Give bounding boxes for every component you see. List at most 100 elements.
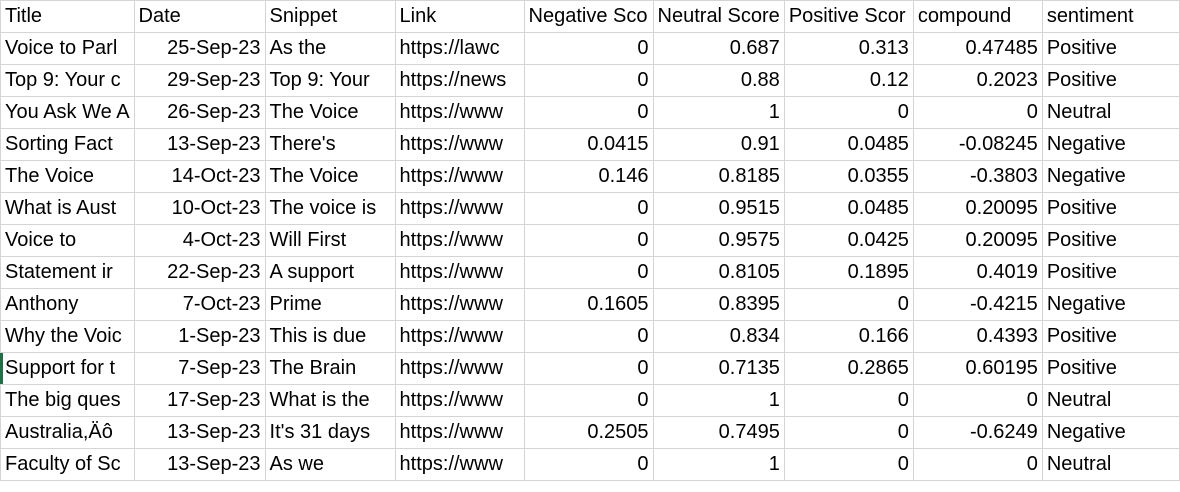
cell-title[interactable]: What is Aust [0, 192, 135, 225]
cell-date[interactable]: 17-Sep-23 [134, 384, 266, 417]
cell-neutral-score[interactable]: 0.687 [653, 32, 785, 65]
cell-compound[interactable]: 0.47485 [913, 32, 1043, 65]
cell-snippet[interactable]: As we [265, 448, 396, 481]
cell-compound[interactable]: 0.60195 [913, 352, 1043, 385]
cell-positive-score[interactable]: 0.0485 [784, 192, 914, 225]
cell-snippet[interactable]: As the [265, 32, 396, 65]
cell-positive-score[interactable]: 0.0485 [784, 128, 914, 161]
cell-date[interactable]: 13-Sep-23 [134, 448, 266, 481]
cell-neutral-score[interactable]: 0.9575 [653, 224, 785, 257]
cell-title[interactable]: Why the Voic [0, 320, 135, 353]
cell-title[interactable]: Statement ir [0, 256, 135, 289]
cell-link[interactable]: https://www [395, 320, 525, 353]
cell-compound[interactable]: -0.6249 [913, 416, 1043, 449]
cell-link[interactable]: https://www [395, 160, 525, 193]
cell-snippet[interactable]: The voice is [265, 192, 396, 225]
cell-neutral-score[interactable]: 0.7135 [653, 352, 785, 385]
cell-positive-score[interactable]: 0.0425 [784, 224, 914, 257]
cell-title[interactable]: The big ques [0, 384, 135, 417]
cell-date[interactable]: 26-Sep-23 [134, 96, 266, 129]
cell-title[interactable]: Anthony [0, 288, 135, 321]
cell-date[interactable]: 29-Sep-23 [134, 64, 266, 97]
cell-positive-score[interactable]: 0 [784, 448, 914, 481]
cell-compound[interactable]: 0.4393 [913, 320, 1043, 353]
cell-link[interactable]: https://news [395, 64, 525, 97]
cell-neutral-score[interactable]: 0.834 [653, 320, 785, 353]
cell-snippet[interactable]: This is due [265, 320, 396, 353]
cell-neutral-score[interactable]: 0.7495 [653, 416, 785, 449]
cell-link[interactable]: https://www [395, 128, 525, 161]
cell-title[interactable]: Sorting Fact [0, 128, 135, 161]
cell-neutral-score[interactable]: 0.88 [653, 64, 785, 97]
cell-compound[interactable]: 0.20095 [913, 192, 1043, 225]
cell-snippet[interactable]: The Voice [265, 160, 396, 193]
cell-date[interactable]: 1-Sep-23 [134, 320, 266, 353]
cell-sentiment[interactable]: Negative [1042, 128, 1180, 161]
cell-negative-score[interactable]: 0 [524, 96, 654, 129]
cell-date[interactable]: 10-Oct-23 [134, 192, 266, 225]
cell-title[interactable]: Australia,Äô [0, 416, 135, 449]
cell-sentiment[interactable]: Positive [1042, 320, 1180, 353]
cell-link[interactable]: https://www [395, 384, 525, 417]
column-header-title[interactable]: Title [0, 0, 135, 33]
cell-sentiment[interactable]: Negative [1042, 160, 1180, 193]
cell-compound[interactable]: 0.20095 [913, 224, 1043, 257]
cell-title[interactable]: Voice to Parl [0, 32, 135, 65]
cell-link[interactable]: https://www [395, 256, 525, 289]
cell-negative-score[interactable]: 0 [524, 224, 654, 257]
cell-compound[interactable]: 0.2023 [913, 64, 1043, 97]
column-header-snippet[interactable]: Snippet [265, 0, 396, 33]
cell-positive-score[interactable]: 0 [784, 288, 914, 321]
cell-date[interactable]: 13-Sep-23 [134, 416, 266, 449]
cell-link[interactable]: https://www [395, 352, 525, 385]
cell-compound[interactable]: -0.3803 [913, 160, 1043, 193]
column-header-negative-score[interactable]: Negative Sco [524, 0, 654, 33]
cell-sentiment[interactable]: Neutral [1042, 96, 1180, 129]
column-header-sentiment[interactable]: sentiment [1042, 0, 1180, 33]
cell-positive-score[interactable]: 0.2865 [784, 352, 914, 385]
cell-neutral-score[interactable]: 0.9515 [653, 192, 785, 225]
cell-sentiment[interactable]: Positive [1042, 224, 1180, 257]
cell-positive-score[interactable]: 0.313 [784, 32, 914, 65]
cell-sentiment[interactable]: Neutral [1042, 448, 1180, 481]
cell-link[interactable]: https://lawc [395, 32, 525, 65]
cell-positive-score[interactable]: 0 [784, 384, 914, 417]
cell-negative-score[interactable]: 0 [524, 32, 654, 65]
cell-positive-score[interactable]: 0 [784, 96, 914, 129]
cell-link[interactable]: https://www [395, 448, 525, 481]
cell-negative-score[interactable]: 0.146 [524, 160, 654, 193]
cell-date[interactable]: 22-Sep-23 [134, 256, 266, 289]
cell-title[interactable]: Top 9: Your c [0, 64, 135, 97]
cell-negative-score[interactable]: 0 [524, 448, 654, 481]
column-header-positive-score[interactable]: Positive Scor [784, 0, 914, 33]
cell-compound[interactable]: 0 [913, 384, 1043, 417]
cell-negative-score[interactable]: 0.2505 [524, 416, 654, 449]
cell-date[interactable]: 14-Oct-23 [134, 160, 266, 193]
column-header-date[interactable]: Date [134, 0, 266, 33]
cell-snippet[interactable]: Will First [265, 224, 396, 257]
cell-compound[interactable]: -0.08245 [913, 128, 1043, 161]
cell-sentiment[interactable]: Neutral [1042, 384, 1180, 417]
cell-negative-score[interactable]: 0.0415 [524, 128, 654, 161]
cell-sentiment[interactable]: Positive [1042, 64, 1180, 97]
cell-positive-score[interactable]: 0 [784, 416, 914, 449]
cell-snippet[interactable]: There's [265, 128, 396, 161]
cell-neutral-score[interactable]: 0.91 [653, 128, 785, 161]
cell-date[interactable]: 13-Sep-23 [134, 128, 266, 161]
cell-snippet[interactable]: Prime [265, 288, 396, 321]
cell-snippet[interactable]: What is the [265, 384, 396, 417]
cell-negative-score[interactable]: 0.1605 [524, 288, 654, 321]
cell-neutral-score[interactable]: 0.8105 [653, 256, 785, 289]
cell-sentiment[interactable]: Positive [1042, 256, 1180, 289]
cell-sentiment[interactable]: Negative [1042, 416, 1180, 449]
cell-positive-score[interactable]: 0.0355 [784, 160, 914, 193]
cell-negative-score[interactable]: 0 [524, 256, 654, 289]
cell-snippet[interactable]: It's 31 days [265, 416, 396, 449]
cell-date[interactable]: 7-Oct-23 [134, 288, 266, 321]
cell-snippet[interactable]: Top 9: Your [265, 64, 396, 97]
cell-date[interactable]: 7-Sep-23 [134, 352, 266, 385]
cell-neutral-score[interactable]: 1 [653, 96, 785, 129]
cell-compound[interactable]: -0.4215 [913, 288, 1043, 321]
cell-positive-score[interactable]: 0.166 [784, 320, 914, 353]
cell-date[interactable]: 4-Oct-23 [134, 224, 266, 257]
